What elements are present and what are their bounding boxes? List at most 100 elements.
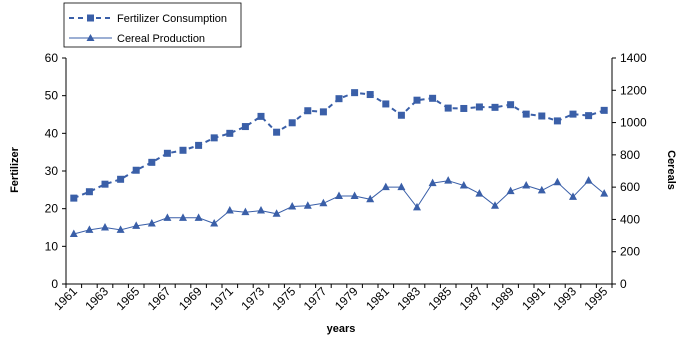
data-point-square	[241, 123, 249, 131]
data-point-triangle	[397, 182, 406, 191]
data-point-square	[210, 134, 218, 142]
data-point-square	[475, 103, 483, 111]
data-point-square	[195, 141, 203, 149]
data-point-triangle	[69, 229, 78, 237]
x-tick-label: 1969	[176, 284, 205, 313]
x-tick-label: 1995	[582, 284, 611, 313]
data-point-triangle	[147, 218, 156, 227]
x-tick-label: 1967	[145, 284, 174, 313]
y-right-tick-label: 1000	[620, 116, 647, 130]
y-left-tick-label: 40	[45, 126, 59, 140]
data-point-triangle	[101, 223, 109, 231]
data-point-triangle	[241, 207, 250, 216]
data-point-square	[351, 89, 359, 97]
y-left-tick-label: 30	[45, 164, 59, 178]
data-point-triangle	[272, 209, 281, 217]
y-axis-right-title: Cereals	[665, 150, 677, 190]
data-point-square	[538, 112, 546, 120]
data-point-triangle	[132, 221, 141, 229]
y-axis-left-title: Fertilizer	[9, 146, 21, 193]
data-point-square	[429, 94, 437, 102]
data-point-triangle	[475, 189, 484, 197]
legend: Fertilizer Consumption Cereal Production	[63, 2, 242, 48]
data-point-square	[553, 117, 561, 125]
x-tick-label: 1987	[457, 284, 486, 313]
x-tick-label: 1993	[550, 284, 579, 313]
data-point-triangle	[428, 178, 437, 187]
data-point-square	[163, 149, 171, 157]
y-right-tick-label: 400	[620, 212, 640, 226]
data-point-triangle	[257, 206, 265, 214]
y-right-tick-label: 0	[620, 277, 627, 291]
data-point-square	[522, 110, 530, 118]
data-point-triangle	[116, 225, 125, 233]
data-point-square	[366, 91, 374, 99]
data-point-triangle	[553, 177, 562, 186]
x-tick-label: 1981	[363, 284, 392, 313]
data-point-triangle	[179, 213, 187, 221]
y-left-tick-label: 60	[45, 51, 59, 65]
data-point-square	[335, 95, 343, 103]
data-point-square	[226, 129, 234, 137]
data-point-triangle	[319, 198, 328, 207]
data-point-square	[148, 158, 156, 166]
data-point-triangle	[163, 213, 172, 221]
x-tick-label: 1971	[207, 284, 236, 313]
data-point-triangle	[225, 206, 234, 214]
data-point-square	[273, 128, 281, 136]
data-point-triangle	[459, 181, 468, 189]
data-point-square	[585, 112, 593, 120]
x-tick-label: 1985	[426, 284, 455, 313]
data-point-triangle	[350, 191, 359, 200]
x-tick-label: 1975	[270, 284, 299, 313]
y-left-tick-label: 0	[51, 277, 58, 291]
data-point-square	[85, 188, 93, 196]
x-tick-label: 1979	[332, 284, 361, 313]
data-point-square	[132, 166, 140, 174]
x-tick-label: 1965	[114, 284, 143, 313]
data-point-triangle	[85, 225, 94, 233]
x-tick-label: 1963	[82, 284, 111, 313]
data-point-square	[460, 104, 468, 112]
data-point-triangle	[522, 181, 531, 189]
x-tick-label: 1991	[519, 284, 548, 313]
data-point-square	[117, 175, 125, 183]
data-point-triangle	[584, 176, 593, 184]
data-point-square	[101, 180, 109, 188]
data-point-square	[319, 108, 327, 116]
data-point-square	[70, 194, 78, 202]
data-point-triangle	[366, 194, 375, 203]
data-point-triangle	[569, 192, 577, 200]
data-point-square	[569, 110, 577, 118]
y-left-tick-label: 10	[45, 239, 59, 253]
x-tick-label: 1983	[394, 284, 423, 313]
legend-triangle-marker	[86, 34, 95, 41]
data-point-triangle	[413, 202, 421, 211]
data-point-square	[491, 103, 499, 111]
legend-item-cereal: Cereal Production	[69, 33, 205, 45]
data-point-square	[179, 146, 187, 154]
data-point-square	[304, 107, 312, 115]
y-right-tick-label: 600	[620, 180, 640, 194]
y-left-tick-label: 50	[45, 89, 59, 103]
data-point-triangle	[491, 201, 499, 209]
data-point-triangle	[210, 218, 219, 227]
data-point-square	[600, 106, 608, 114]
x-tick-label: 1989	[488, 284, 517, 313]
data-point-triangle	[444, 176, 453, 184]
data-point-triangle	[600, 189, 609, 197]
legend-label-cereal: Cereal Production	[117, 33, 205, 45]
data-point-square	[257, 112, 265, 120]
y-right-tick-label: 200	[620, 245, 640, 259]
data-point-square	[288, 119, 296, 127]
data-point-triangle	[537, 185, 546, 194]
x-tick-label: 1973	[238, 284, 267, 313]
x-tick-label: 1977	[301, 284, 330, 313]
data-point-square	[507, 101, 515, 109]
series-line-fertilizer-consumption	[73, 91, 605, 200]
legend-label-fertilizer: Fertilizer Consumption	[117, 13, 227, 25]
y-right-tick-label: 1200	[620, 83, 647, 97]
legend-square-marker	[87, 14, 94, 22]
data-point-square	[382, 100, 390, 108]
